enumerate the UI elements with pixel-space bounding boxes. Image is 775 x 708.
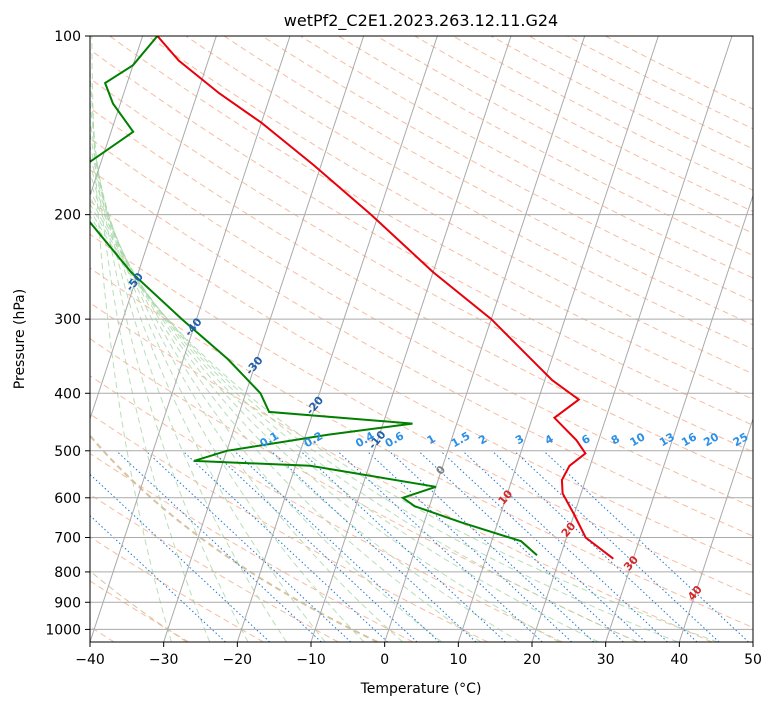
- x-tick-label: 30: [597, 652, 615, 668]
- x-axis-label: Temperature (°C): [360, 681, 482, 697]
- moist-adiabat-line: [90, 131, 326, 642]
- y-tick-label: 400: [54, 386, 81, 402]
- dry-adiabat-line: [261, 36, 753, 302]
- dry-adiabat-line: [90, 302, 712, 642]
- y-axis-label: Pressure (hPa): [12, 289, 28, 389]
- moist-adiabat-line: [90, 202, 639, 642]
- dry-adiabat-line: [90, 200, 753, 567]
- isotherm-line: [163, 36, 365, 642]
- mixing-ratio-line: [182, 450, 388, 642]
- y-tick-label: 200: [54, 208, 81, 224]
- moist-adiabat-line: [90, 208, 678, 642]
- x-tick-label: 20: [523, 652, 541, 668]
- isotherm-line: [678, 417, 753, 642]
- mixing-ratio-line: [270, 450, 477, 642]
- dry-adiabat-line: [90, 233, 753, 597]
- dry-adiabat-line: [338, 36, 753, 256]
- isotherm-line: [384, 36, 586, 642]
- saturation-arcs: [90, 434, 379, 642]
- mixing-ratio-line: [90, 473, 271, 642]
- dry-adiabat-line: [223, 36, 753, 326]
- x-tick-label: 10: [449, 652, 467, 668]
- dry-adiabat-line: [490, 36, 753, 170]
- moist-adiabat-line: [90, 154, 404, 642]
- mixing-ratio-line: [543, 450, 749, 642]
- moist-adiabat-line: [90, 188, 560, 642]
- mixing-ratio-line: [300, 450, 506, 642]
- isotherms: [90, 36, 753, 642]
- mixing-ratio-line: [211, 450, 418, 642]
- y-tick-label: 800: [54, 565, 81, 581]
- isotherm-line: [90, 36, 144, 198]
- plot-frame: [89, 35, 754, 643]
- mixing-ratio-line: [462, 450, 668, 642]
- moist-adiabat-line: [90, 96, 249, 642]
- dry-adiabat-line: [90, 267, 753, 629]
- mixing-ratio-line: [440, 450, 646, 642]
- y-axis-ticks: 100 200 300 400 500 600 700 800 900 1000: [45, 29, 90, 638]
- mixing-ratio-lines: [90, 450, 749, 642]
- moist-adiabat-line: [90, 143, 365, 642]
- dry-adiabat-line: [90, 493, 339, 642]
- dry-adiabat-line: [90, 168, 753, 537]
- mixing-ratio-line: [336, 450, 543, 642]
- dry-adiabat-line: [376, 36, 753, 234]
- moist-adiabats: [90, 36, 718, 642]
- y-tick-label: 100: [54, 29, 81, 45]
- x-tick-label: −40: [75, 652, 105, 668]
- sounding-profiles: [90, 36, 614, 560]
- y-tick-label: 300: [54, 312, 81, 328]
- x-tick-label: 40: [670, 652, 688, 668]
- isotherm-line: [457, 36, 659, 642]
- x-axis-ticks: −40 −30 −20 −10 0 10 20 30 40 50: [75, 642, 762, 668]
- moist-adiabat-line: [90, 180, 521, 642]
- y-tick-label: 900: [54, 595, 81, 611]
- moist-adiabat-line: [90, 172, 482, 642]
- mixing-ratio-line: [491, 450, 698, 642]
- dry-adiabat-line: [147, 36, 753, 375]
- dry-adiabat-line: [90, 375, 563, 642]
- moist-adiabat-line: [90, 116, 288, 642]
- x-tick-label: −20: [223, 652, 253, 668]
- isobars: [90, 36, 753, 630]
- dry-adiabat-line: [300, 36, 753, 279]
- dewpoint-series-line: [90, 36, 538, 557]
- mixing-ratio-line: [417, 450, 624, 642]
- moist-adiabat-line: [90, 163, 443, 642]
- isotherm-line: [605, 193, 753, 642]
- mixing-ratio-line: [366, 450, 573, 642]
- y-tick-label: 600: [54, 491, 81, 507]
- x-tick-label: −30: [149, 652, 179, 668]
- isotherm-line: [90, 36, 291, 642]
- mixing-ratio-line: [90, 514, 226, 642]
- mixing-ratio-line: [388, 450, 595, 642]
- dry-adiabat-line: [414, 36, 753, 213]
- temperature-series-line: [156, 36, 614, 560]
- y-tick-label: 1000: [45, 622, 81, 638]
- dry-adiabat-line: [528, 36, 753, 150]
- mixing-ratio-line: [233, 450, 440, 642]
- dry-adiabat-line: [452, 36, 753, 191]
- y-tick-label: 700: [54, 531, 81, 547]
- saturation-arc: [90, 434, 379, 642]
- isotherm-line: [236, 36, 438, 642]
- x-tick-label: 0: [380, 652, 389, 668]
- mixing-ratio-line: [145, 450, 352, 642]
- chart-title: wetPf2_C2E1.2023.263.12.11.G24: [284, 11, 558, 31]
- dry-adiabat-line: [90, 413, 488, 642]
- isotherm-line: [310, 36, 512, 642]
- isotherm-line: [531, 36, 733, 642]
- mixing-ratio-line: [115, 450, 322, 642]
- mixing-ratio-line: [513, 450, 720, 642]
- isotherm-line: [90, 36, 217, 421]
- dry-adiabat-line: [185, 36, 753, 350]
- x-tick-label: 50: [744, 652, 762, 668]
- y-tick-label: 500: [54, 444, 81, 460]
- dry-adiabat-line: [90, 536, 264, 642]
- x-tick-label: −10: [296, 652, 326, 668]
